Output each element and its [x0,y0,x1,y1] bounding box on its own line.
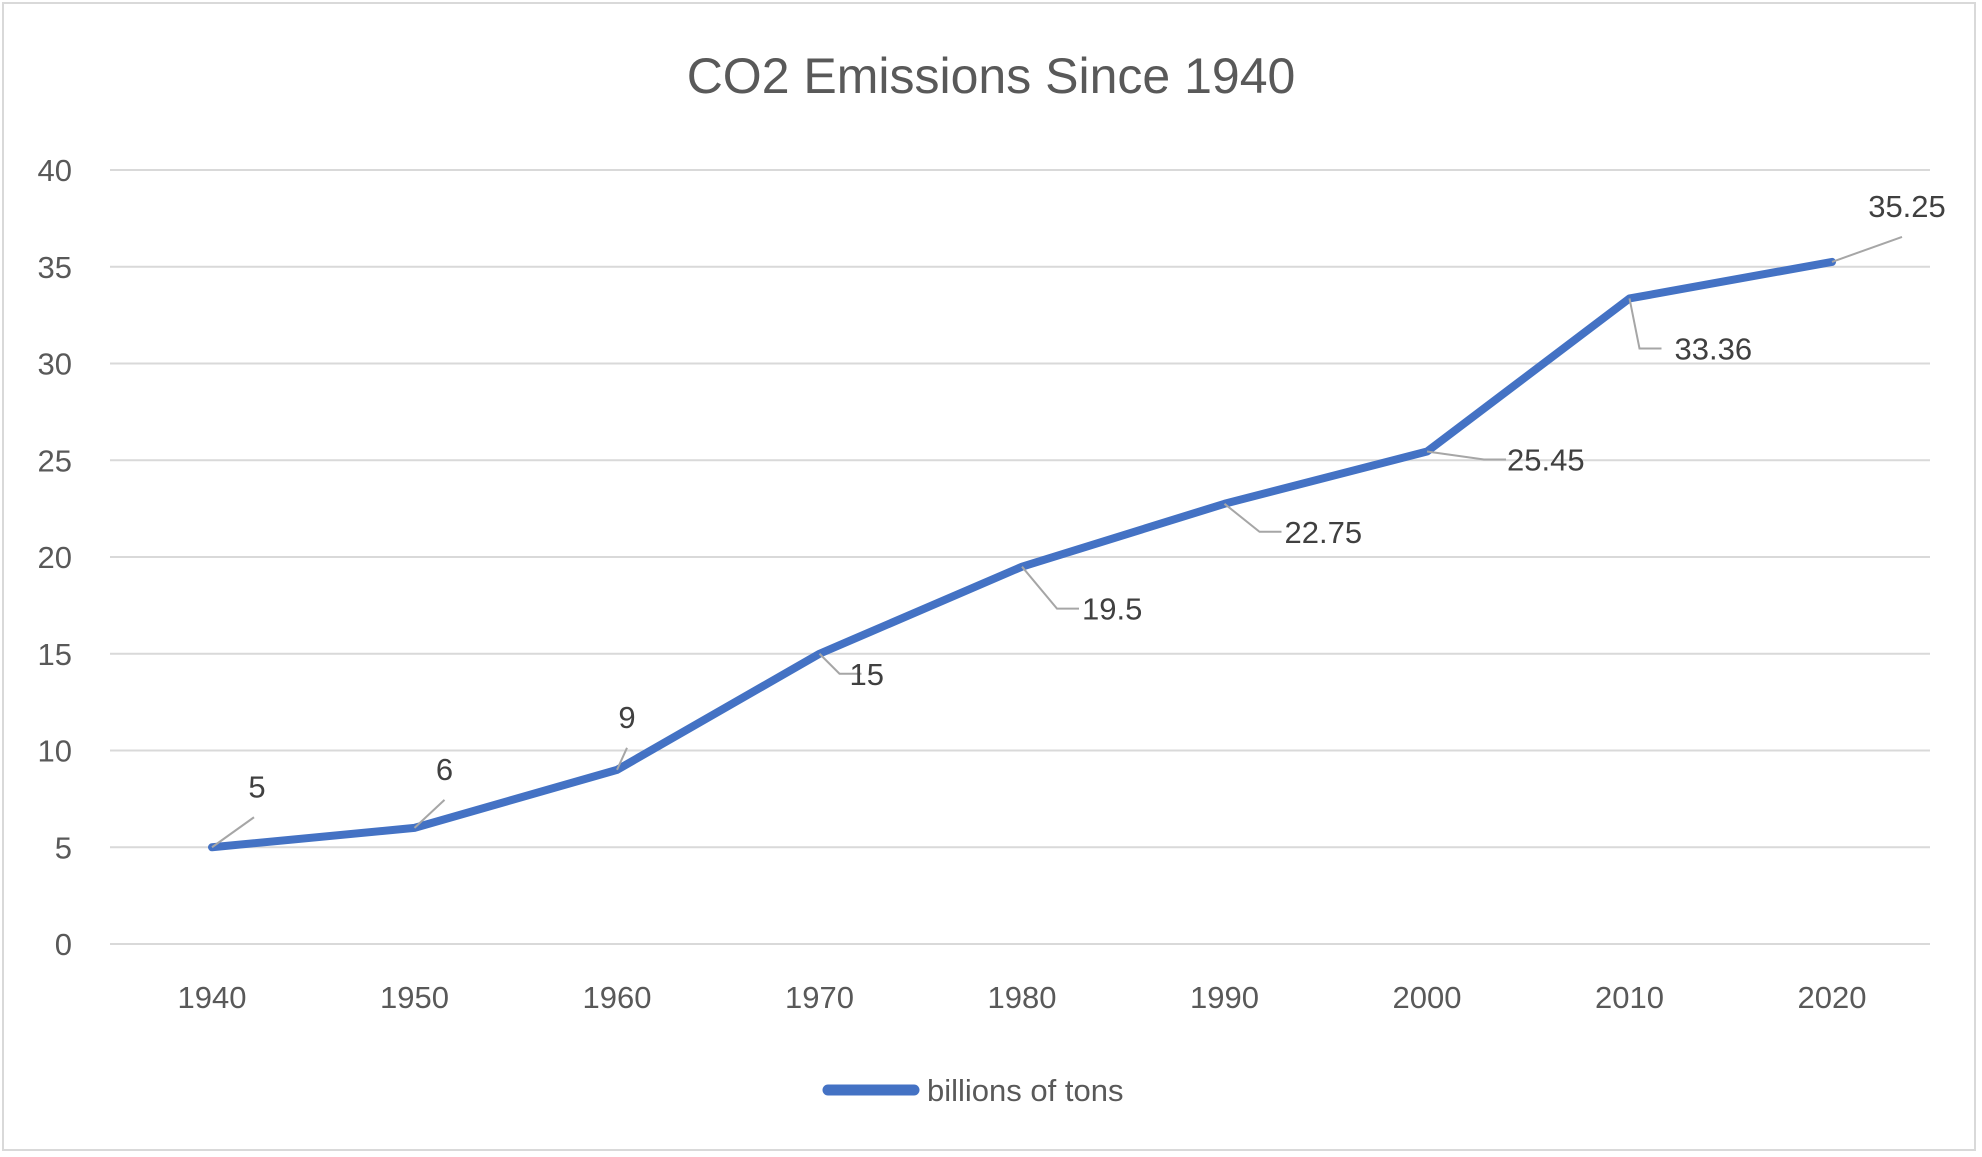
y-tick-label: 10 [38,734,72,769]
leader-line [1831,235,1903,263]
x-tick-label: 2010 [1595,980,1664,1015]
data-label: 15 [850,657,884,692]
data-label: 25.45 [1507,443,1585,478]
data-label: 9 [618,700,635,735]
y-axis-ticks: 0 5 10 15 20 25 30 35 40 [38,153,72,962]
leader-line [1628,298,1662,350]
x-tick-label: 2020 [1798,980,1867,1015]
data-label: 6 [436,752,453,787]
x-tick-label: 1970 [785,980,854,1015]
data-point[interactable] [1423,448,1431,456]
series-line[interactable] [208,257,1836,852]
data-label: 22.75 [1285,515,1363,550]
x-tick-label: 1960 [583,980,652,1015]
leader-line [413,799,446,829]
y-tick-label: 35 [38,250,72,285]
y-tick-label: 20 [38,540,72,575]
data-point[interactable] [208,843,216,851]
leader-line [1426,450,1506,461]
y-tick-label: 15 [38,637,72,672]
gridlines [110,169,1930,945]
data-point[interactable] [816,650,824,658]
y-tick-label: 25 [38,443,72,478]
x-tick-label: 1990 [1190,980,1259,1015]
x-axis-ticks: 1940 1950 1960 1970 1980 1990 2000 2010 2020 [178,980,1867,1015]
x-tick-label: 1940 [178,980,247,1015]
leader-line [818,653,862,675]
data-point[interactable] [1018,563,1026,571]
data-point[interactable] [411,824,419,832]
legend[interactable]: billions of tons [822,1073,1123,1108]
data-label: 33.36 [1675,331,1753,366]
leader-line [1223,503,1282,533]
y-tick-label: 0 [55,927,72,962]
data-label: 5 [248,769,265,804]
data-labels: 5 6 9 15 19.5 22.75 25.45 33.36 35.25 [208,189,1946,851]
chart-title: CO2 Emissions Since 1940 [687,48,1296,104]
y-tick-label: 5 [55,830,72,865]
legend-label: billions of tons [927,1073,1123,1108]
x-tick-label: 1980 [988,980,1057,1015]
data-label: 35.25 [1868,189,1946,224]
data-point[interactable] [1626,294,1634,302]
leader-line [616,747,628,771]
data-point[interactable] [1221,500,1229,508]
x-tick-label: 2000 [1393,980,1462,1015]
data-point[interactable] [1828,258,1836,266]
series-layer [208,257,1836,852]
leader-line [1021,566,1079,610]
data-point[interactable] [613,766,621,774]
y-tick-label: 40 [38,153,72,188]
leader-line [211,816,255,849]
x-tick-label: 1950 [380,980,449,1015]
y-tick-label: 30 [38,347,72,382]
data-label: 19.5 [1082,592,1142,627]
